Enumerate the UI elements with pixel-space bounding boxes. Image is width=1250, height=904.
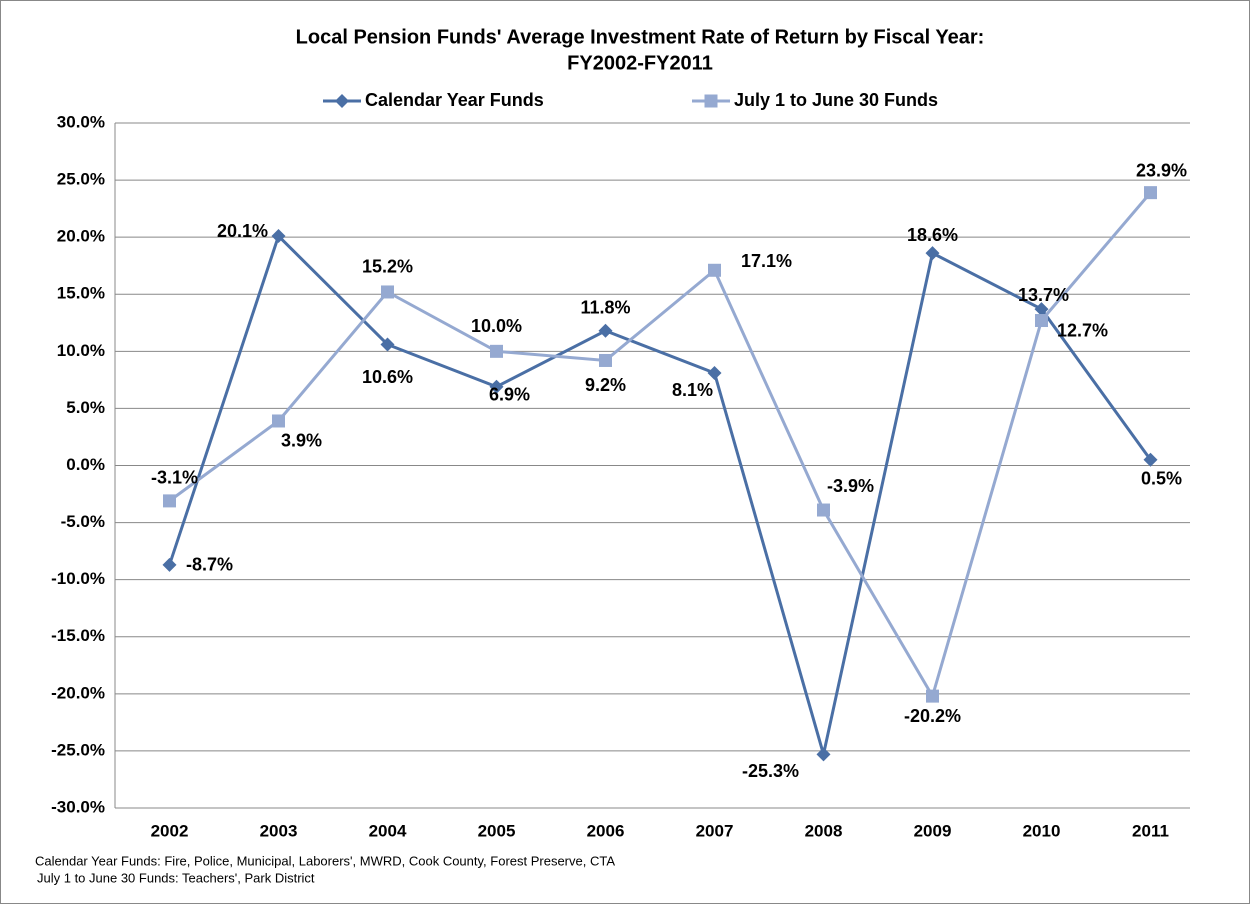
data-label: 18.6% [907, 225, 958, 245]
marker [817, 503, 830, 517]
x-tick-label: 2006 [587, 821, 625, 840]
marker [599, 353, 612, 367]
x-tick-label: 2005 [478, 821, 516, 840]
y-tick-label: 20.0% [57, 227, 105, 246]
data-label: 10.6% [362, 367, 413, 387]
marker [162, 557, 177, 572]
marker [925, 246, 940, 261]
x-tick-label: 2010 [1023, 821, 1061, 840]
marker [271, 229, 286, 244]
marker [1034, 302, 1049, 317]
x-tick-label: 2004 [369, 821, 407, 840]
data-label: 15.2% [362, 257, 413, 277]
marker [598, 323, 613, 338]
legend-label: July 1 to June 30 Funds [734, 90, 938, 110]
data-label: -3.1% [151, 468, 198, 488]
y-tick-label: -30.0% [51, 797, 105, 816]
data-label: 23.9% [1136, 160, 1187, 180]
marker [1144, 186, 1157, 200]
footnote: July 1 to June 30 Funds: Teachers', Park… [37, 870, 315, 885]
data-label: 13.7% [1018, 285, 1069, 305]
marker [1143, 452, 1158, 467]
y-tick-label: 25.0% [57, 170, 105, 189]
y-tick-label: -10.0% [51, 569, 105, 588]
data-label: 10.0% [471, 316, 522, 336]
x-tick-label: 2007 [696, 821, 734, 840]
chart-title: Local Pension Funds' Average Investment … [296, 26, 985, 48]
legend-label: Calendar Year Funds [365, 90, 544, 110]
data-label: 9.2% [585, 375, 626, 395]
marker [335, 94, 349, 108]
data-label: -25.3% [742, 761, 799, 781]
y-tick-label: 30.0% [57, 112, 105, 131]
data-label: 20.1% [217, 221, 268, 241]
data-label: 17.1% [741, 251, 792, 271]
x-tick-label: 2002 [151, 821, 189, 840]
marker [704, 94, 718, 108]
data-label: 11.8% [580, 298, 630, 318]
y-tick-label: -5.0% [61, 512, 105, 531]
y-tick-label: -15.0% [51, 626, 105, 645]
marker [707, 366, 722, 381]
x-tick-label: 2011 [1132, 821, 1169, 840]
data-label: -8.7% [186, 555, 233, 575]
data-label: 8.1% [672, 380, 713, 400]
data-label: 6.9% [489, 384, 530, 404]
marker [926, 689, 939, 703]
data-label: -20.2% [904, 706, 961, 726]
x-tick-label: 2003 [260, 821, 298, 840]
marker [163, 494, 176, 508]
marker [816, 747, 831, 762]
data-label: -3.9% [827, 476, 874, 496]
y-tick-label: 10.0% [57, 341, 105, 360]
marker [381, 285, 394, 299]
x-tick-label: 2009 [914, 821, 952, 840]
data-label: 3.9% [281, 431, 322, 451]
marker [490, 344, 503, 358]
data-label: 0.5% [1141, 469, 1182, 489]
y-tick-label: -20.0% [51, 683, 105, 702]
chart-subtitle: FY2002-FY2011 [567, 52, 713, 74]
data-label: 12.7% [1057, 320, 1108, 340]
x-tick-label: 2008 [805, 821, 843, 840]
marker [380, 337, 395, 352]
marker [272, 414, 285, 428]
marker [708, 263, 721, 277]
marker [489, 379, 504, 394]
y-tick-label: 5.0% [66, 398, 105, 417]
series-line [168, 233, 1152, 755]
marker [1035, 314, 1048, 328]
y-tick-label: 15.0% [57, 284, 105, 303]
y-tick-label: -25.0% [51, 740, 105, 759]
series-line [168, 191, 1152, 700]
y-tick-label: 0.0% [66, 455, 105, 474]
footnote: Calendar Year Funds: Fire, Police, Munic… [35, 853, 615, 868]
